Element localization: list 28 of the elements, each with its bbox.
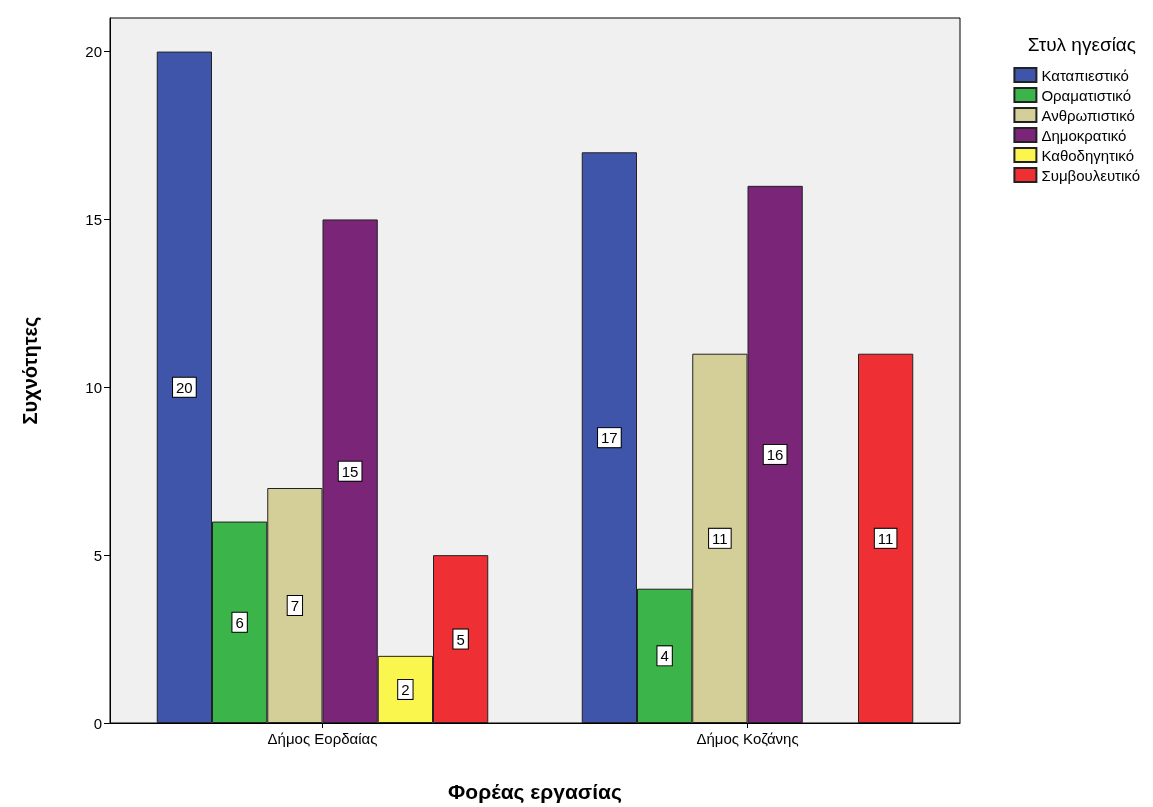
legend-label: Οραματιστικό [1041, 86, 1132, 104]
data-label: 11 [877, 529, 894, 547]
y-tick-label: 0 [93, 714, 102, 732]
legend-label: Ανθρωπιστικό [1041, 106, 1135, 124]
data-label: 15 [341, 462, 359, 480]
data-label: 11 [712, 529, 728, 547]
legend-label: Καθοδηγητικό [1041, 146, 1135, 164]
x-tick-label: Δήμος Κοζάνης [696, 730, 799, 747]
legend-label: Καταπιεστικό [1041, 66, 1129, 84]
data-label: 2 [401, 680, 410, 698]
legend-label: Δημοκρατικό [1041, 126, 1127, 144]
data-label: 7 [290, 597, 300, 614]
data-label: 20 [176, 378, 193, 396]
x-tick-label: Δήμος Εορδαίας [267, 730, 378, 747]
y-axis-title: Συχνότητες [19, 316, 41, 425]
y-tick-label: 15 [85, 210, 102, 228]
y-tick-label: 20 [85, 43, 102, 61]
data-label: 5 [456, 630, 465, 648]
y-tick-label: 10 [85, 378, 102, 396]
data-label: 4 [660, 647, 669, 665]
x-axis-title: Φορέας εργασίας [448, 780, 622, 804]
legend-label: Συμβουλευτικό [1041, 166, 1141, 184]
data-label: 17 [601, 429, 618, 447]
bar [858, 353, 914, 723]
y-tick-label: 5 [93, 546, 102, 564]
data-label: 6 [235, 613, 244, 631]
data-label: 16 [766, 445, 784, 463]
legend-title: Στυλ ηγεσίας [1027, 34, 1136, 55]
